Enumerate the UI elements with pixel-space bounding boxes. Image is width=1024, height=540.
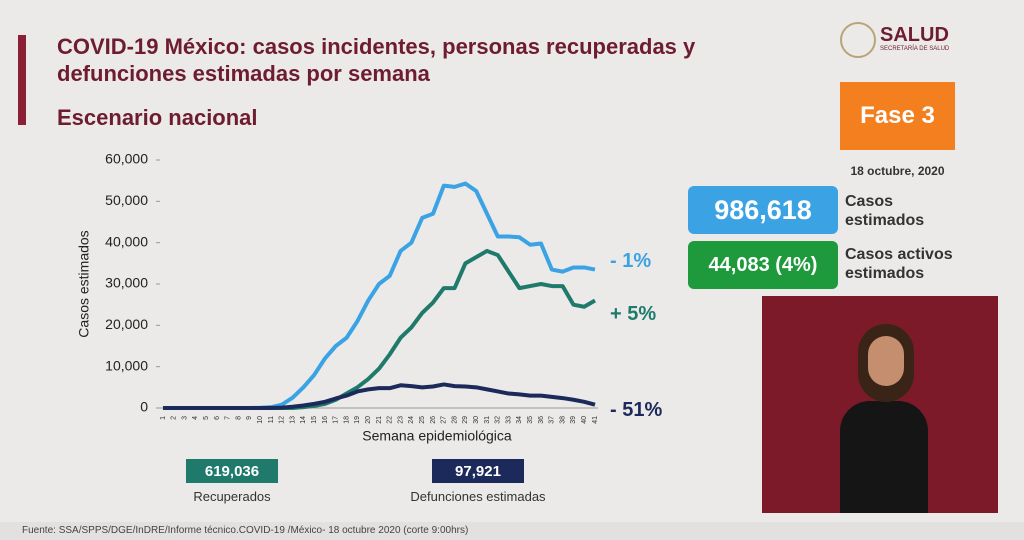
x-tick-label: 16 xyxy=(322,416,329,424)
x-tick-label: 10 xyxy=(257,416,264,424)
x-tick-label: 29 xyxy=(462,416,469,424)
x-tick-label: 12 xyxy=(279,416,286,424)
x-tick-label: 24 xyxy=(408,416,415,424)
accent-bar xyxy=(18,35,26,125)
x-tick-label: 18 xyxy=(343,416,350,424)
x-tick-label: 19 xyxy=(354,416,361,424)
cases-box: 986,618 xyxy=(688,186,838,234)
x-axis-label: Semana epidemiológica xyxy=(362,428,512,444)
video-feed xyxy=(762,296,998,513)
series-annotation: + 5% xyxy=(610,303,656,325)
series-line xyxy=(163,248,596,410)
x-tick-label: 21 xyxy=(376,416,383,424)
y-tick-label: 40,000 xyxy=(105,233,148,249)
x-tick-label: 40 xyxy=(581,416,588,424)
x-tick-label: 33 xyxy=(505,416,512,424)
x-tick-label: 32 xyxy=(495,416,502,424)
interpreter-face xyxy=(868,336,904,386)
x-tick-label: 31 xyxy=(484,416,491,424)
logo-sub: SECRETARÍA DE SALUD xyxy=(880,46,950,52)
x-tick-label: 35 xyxy=(527,416,534,424)
summary-label: Defunciones estimadas xyxy=(410,489,546,504)
chart: Semana epidemiológica Casos estimados 0 1… xyxy=(76,151,663,444)
x-tick-label: 4 xyxy=(192,416,199,420)
series-line xyxy=(163,382,596,410)
y-tick-label: 0 xyxy=(140,399,148,415)
cases-label: Casos estimados xyxy=(845,193,925,229)
active-box: 44,083 (4%) xyxy=(688,241,838,289)
x-tick-label: 15 xyxy=(311,416,318,424)
y-tick-label: 50,000 xyxy=(105,192,148,208)
x-tick-label: 1 xyxy=(160,416,167,420)
phase-box: Fase 3 xyxy=(840,82,955,150)
x-tick-label: 34 xyxy=(516,416,523,424)
active-label: Casos activos estimados xyxy=(845,246,953,282)
x-tick-label: 13 xyxy=(289,416,296,424)
title: COVID-19 México: casos incidentes, perso… xyxy=(57,34,696,86)
summary-value: 619,036 xyxy=(186,459,278,483)
x-tick-label: 30 xyxy=(473,416,480,424)
x-tick-label: 39 xyxy=(570,416,577,424)
subtitle: Escenario nacional xyxy=(57,105,258,130)
y-axis-label: Casos estimados xyxy=(76,230,92,337)
logo-emblem xyxy=(840,22,876,58)
x-tick-label: 3 xyxy=(181,416,188,420)
series-annotation: - 1% xyxy=(610,250,651,272)
interpreter-body xyxy=(840,401,928,513)
x-tick-label: 36 xyxy=(538,416,545,424)
x-tick-label: 22 xyxy=(387,416,394,424)
y-tick-label: 60,000 xyxy=(105,151,148,167)
footer-bar xyxy=(0,522,1024,540)
x-tick-label: 6 xyxy=(214,416,221,420)
x-tick-label: 5 xyxy=(203,416,210,420)
date: 18 octubre, 2020 xyxy=(850,164,945,178)
series-line xyxy=(163,181,596,410)
x-tick-label: 38 xyxy=(559,416,566,424)
x-tick-label: 9 xyxy=(246,416,253,420)
x-tick-label: 2 xyxy=(171,416,178,420)
summary-label: Recuperados xyxy=(193,489,271,504)
footer: Fuente: SSA/SPPS/DGE/InDRE/Informe técni… xyxy=(22,525,469,536)
x-tick-label: 28 xyxy=(451,416,458,424)
series-annotation: - 51% xyxy=(610,399,662,421)
x-tick-label: 23 xyxy=(397,416,404,424)
x-tick-label: 20 xyxy=(365,416,372,424)
y-tick-label: 10,000 xyxy=(105,357,148,373)
x-tick-label: 37 xyxy=(549,416,556,424)
x-tick-label: 25 xyxy=(419,416,426,424)
x-tick-label: 26 xyxy=(430,416,437,424)
x-tick-label: 11 xyxy=(268,416,275,423)
logo: SALUD xyxy=(880,24,949,46)
x-tick-label: 8 xyxy=(235,416,242,420)
x-tick-label: 27 xyxy=(441,416,448,424)
y-tick-label: 30,000 xyxy=(105,275,148,291)
summary-value: 97,921 xyxy=(432,459,524,483)
y-tick-label: 20,000 xyxy=(105,316,148,332)
x-tick-label: 14 xyxy=(300,416,307,424)
x-tick-label: 17 xyxy=(333,416,340,424)
x-tick-label: 7 xyxy=(225,416,232,420)
x-tick-label: 41 xyxy=(592,416,599,424)
